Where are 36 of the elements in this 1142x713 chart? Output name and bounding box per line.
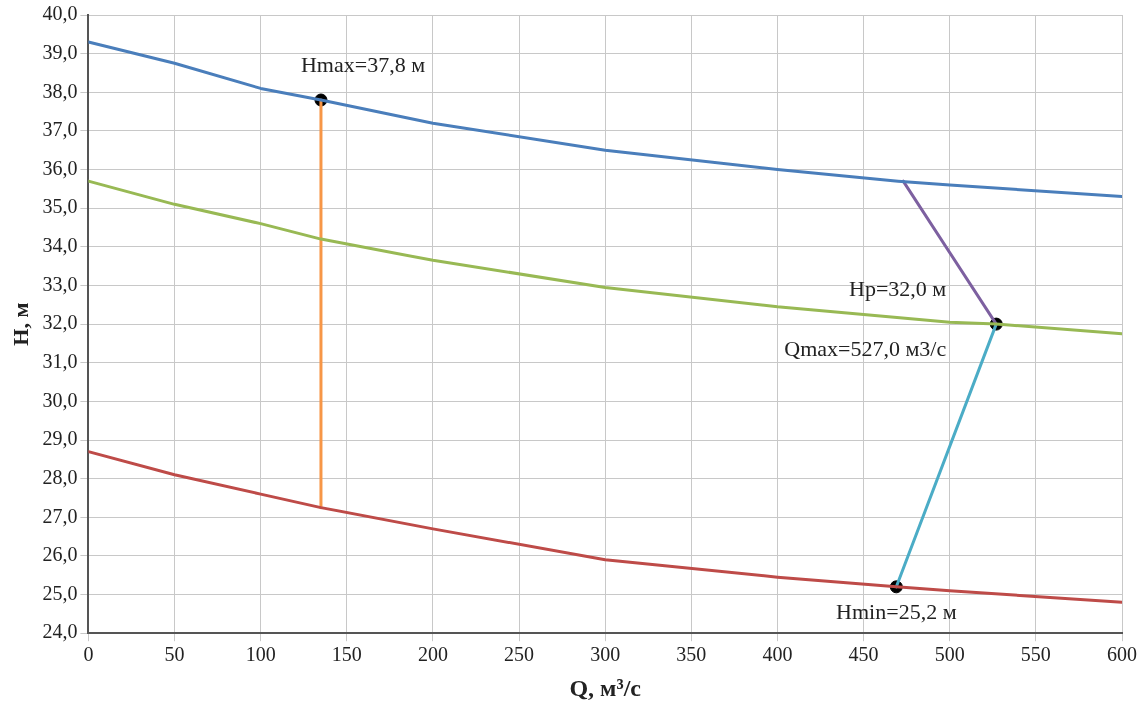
annotation: Qmax=527,0 м3/с <box>784 335 947 361</box>
y-tick-label: 29,0 <box>42 427 78 450</box>
x-tick-label: 50 <box>164 643 185 666</box>
y-tick-label: 26,0 <box>42 543 78 566</box>
y-tick-label: 38,0 <box>42 79 78 102</box>
x-tick-label: 150 <box>331 643 362 666</box>
y-tick-label: 39,0 <box>42 40 78 63</box>
x-axis-title: Q, м³/с <box>569 674 642 701</box>
x-tick-label: 500 <box>934 643 965 666</box>
y-tick-label: 25,0 <box>42 581 78 604</box>
x-tick-label: 350 <box>676 643 707 666</box>
y-tick-label: 34,0 <box>42 234 78 257</box>
y-tick-label: 30,0 <box>42 388 78 411</box>
y-tick-label: 37,0 <box>42 118 78 141</box>
x-tick-label: 200 <box>417 643 448 666</box>
x-tick-label: 250 <box>504 643 535 666</box>
x-tick-label: 400 <box>762 643 793 666</box>
y-tick-label: 36,0 <box>42 156 78 179</box>
x-tick-label: 300 <box>590 643 621 666</box>
y-tick-label: 24,0 <box>42 620 78 643</box>
x-tick-label: 100 <box>245 643 276 666</box>
y-tick-label: 40,0 <box>42 2 78 25</box>
annotation: Hmax=37,8 м <box>300 51 426 77</box>
x-tick-label: 450 <box>848 643 879 666</box>
y-tick-label: 31,0 <box>42 349 78 372</box>
y-axis-title: H, м <box>7 302 33 346</box>
y-tick-label: 28,0 <box>42 465 78 488</box>
y-tick-label: 33,0 <box>42 272 78 295</box>
x-tick-label: 550 <box>1020 643 1051 666</box>
x-tick-label: 0 <box>83 643 94 666</box>
y-tick-label: 32,0 <box>42 311 78 334</box>
annotation: Hmin=25,2 м <box>836 598 957 624</box>
annotation: Hp=32,0 м <box>849 275 947 301</box>
y-tick-label: 35,0 <box>42 195 78 218</box>
y-tick-label: 27,0 <box>42 504 78 527</box>
x-tick-label: 600 <box>1107 643 1137 666</box>
